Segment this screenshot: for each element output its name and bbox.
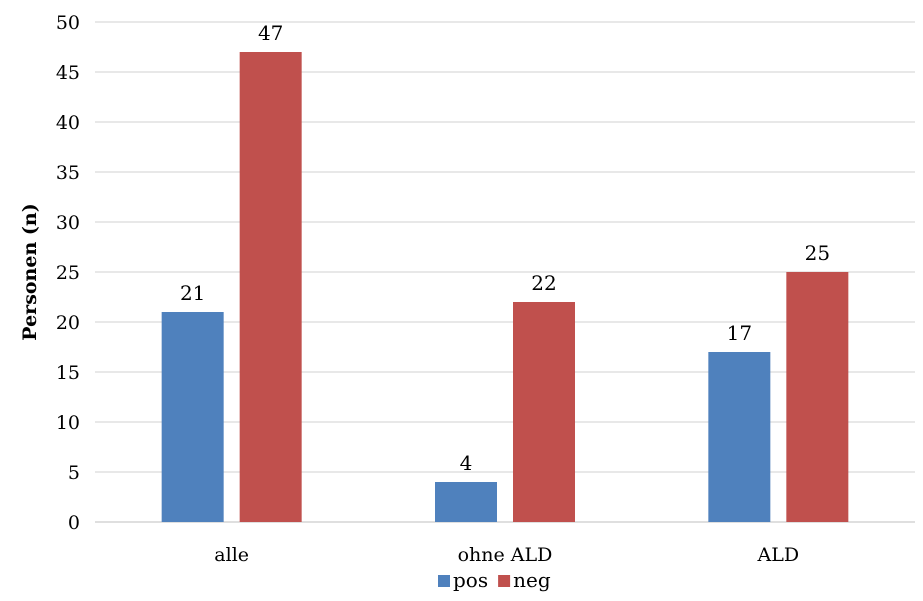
y-tick-label-25: 25 bbox=[56, 262, 80, 284]
y-tick-label-15: 15 bbox=[56, 362, 80, 384]
bar-pos-2 bbox=[708, 352, 771, 522]
y-tick-label-10: 10 bbox=[56, 412, 80, 434]
y-tick-label-5: 5 bbox=[68, 462, 80, 484]
legend-swatch-pos bbox=[438, 575, 450, 587]
category-label-0: alle bbox=[214, 544, 249, 566]
data-label-pos-2: 17 bbox=[727, 321, 752, 345]
legend: pos neg bbox=[438, 568, 551, 592]
bar-pos-0 bbox=[161, 312, 224, 522]
grid-lines bbox=[95, 21, 915, 523]
data-label-pos-0: 21 bbox=[180, 281, 205, 305]
data-label-neg-2: 25 bbox=[805, 241, 830, 265]
y-tick-labels: 0 5 10 15 20 25 30 35 40 45 50 bbox=[56, 12, 80, 534]
bar-neg-2 bbox=[786, 272, 849, 522]
data-label-neg-0: 47 bbox=[258, 21, 283, 45]
y-axis-title: Personen (n) bbox=[19, 203, 41, 340]
y-tick-label-40: 40 bbox=[56, 112, 80, 134]
data-label-pos-1: 4 bbox=[460, 451, 473, 475]
category-label-2: ALD bbox=[757, 544, 800, 566]
bar-neg-0 bbox=[239, 52, 302, 522]
y-tick-label-20: 20 bbox=[56, 312, 80, 334]
data-labels: 21 47 4 22 17 25 bbox=[180, 21, 830, 475]
y-tick-label-0: 0 bbox=[68, 512, 80, 534]
bar-pos-1 bbox=[435, 482, 497, 522]
y-tick-label-30: 30 bbox=[56, 212, 80, 234]
category-label-1: ohne ALD bbox=[458, 544, 553, 566]
category-labels: alle ohne ALD ALD bbox=[214, 544, 799, 566]
legend-swatch-neg bbox=[498, 575, 511, 587]
bar-neg-1 bbox=[513, 302, 575, 522]
data-label-neg-1: 22 bbox=[531, 271, 556, 295]
y-tick-label-35: 35 bbox=[56, 162, 80, 184]
y-tick-label-45: 45 bbox=[56, 62, 80, 84]
legend-label-pos: pos bbox=[453, 568, 488, 592]
legend-label-neg: neg bbox=[513, 568, 551, 592]
bars bbox=[161, 52, 849, 522]
y-tick-label-50: 50 bbox=[56, 12, 80, 34]
